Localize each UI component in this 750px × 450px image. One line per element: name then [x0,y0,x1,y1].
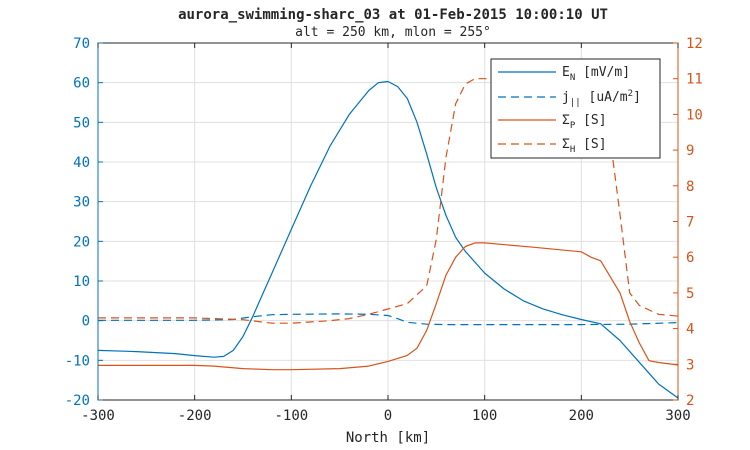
right-tick-label: 12 [686,36,703,52]
chart-subtitle: alt = 250 km, mlon = 255° [295,25,491,40]
legend-entry-label: ΣP [S] [562,113,607,131]
series-line-1 [97,80,679,399]
x-tick-label: -300 [81,408,115,424]
legend-entry-label: ΣH [S] [562,137,607,155]
right-tick-label: 7 [686,215,694,231]
series-line-2 [98,313,679,326]
left-tick-label: 30 [73,195,90,211]
right-tick-label: 2 [686,393,694,409]
left-tick-label: 40 [73,155,90,171]
left-tick-label: 60 [73,76,90,92]
right-tick-label: 3 [686,357,694,373]
x-tick-label: 100 [472,408,497,424]
left-tick-label: -20 [65,393,90,409]
x-tick-label: -100 [274,408,308,424]
x-tick-label: -200 [178,408,212,424]
right-tick-label: 10 [686,107,703,123]
series-line-3 [98,242,679,371]
legend-box [490,58,661,159]
left-tick-label: -10 [65,353,90,369]
left-tick-label: 20 [73,234,90,250]
right-tick-label: 4 [686,322,694,338]
left-tick-label: 70 [73,36,90,52]
legend: EN [mV/m] j|| [uA/m2] ΣP [S] ΣH [S] [490,58,661,159]
x-axis-ticks: -300 -200 -100 0 100 200 300 [81,43,691,424]
right-tick-label: 11 [686,72,703,88]
x-tick-label: 300 [665,408,690,424]
legend-items: EN [mV/m] j|| [uA/m2] ΣP [S] ΣH [S] [498,65,641,155]
right-tick-label: 8 [686,179,694,195]
legend-entry-label: EN [mV/m] [562,65,630,83]
series-line-4 [98,78,679,324]
right-axis-ticks: 2 3 4 5 6 7 8 9 10 11 12 [673,36,703,409]
right-tick-label: 6 [686,250,694,266]
legend-entry-label: j|| [uA/m2] [562,89,641,108]
left-tick-label: 0 [82,314,90,330]
left-axis-ticks: -20 -10 0 10 20 30 40 50 60 70 [65,36,103,409]
x-tick-label: 0 [384,408,392,424]
left-tick-label: 50 [73,115,90,131]
left-tick-label: 10 [73,274,90,290]
chart-title: aurora_swimming-sharc_03 at 01-Feb-2015 … [178,7,608,23]
x-tick-label: 200 [569,408,594,424]
x-axis-label: North [km] [346,430,430,446]
right-tick-label: 9 [686,143,694,159]
right-tick-label: 5 [686,286,694,302]
series-lines [97,78,679,399]
